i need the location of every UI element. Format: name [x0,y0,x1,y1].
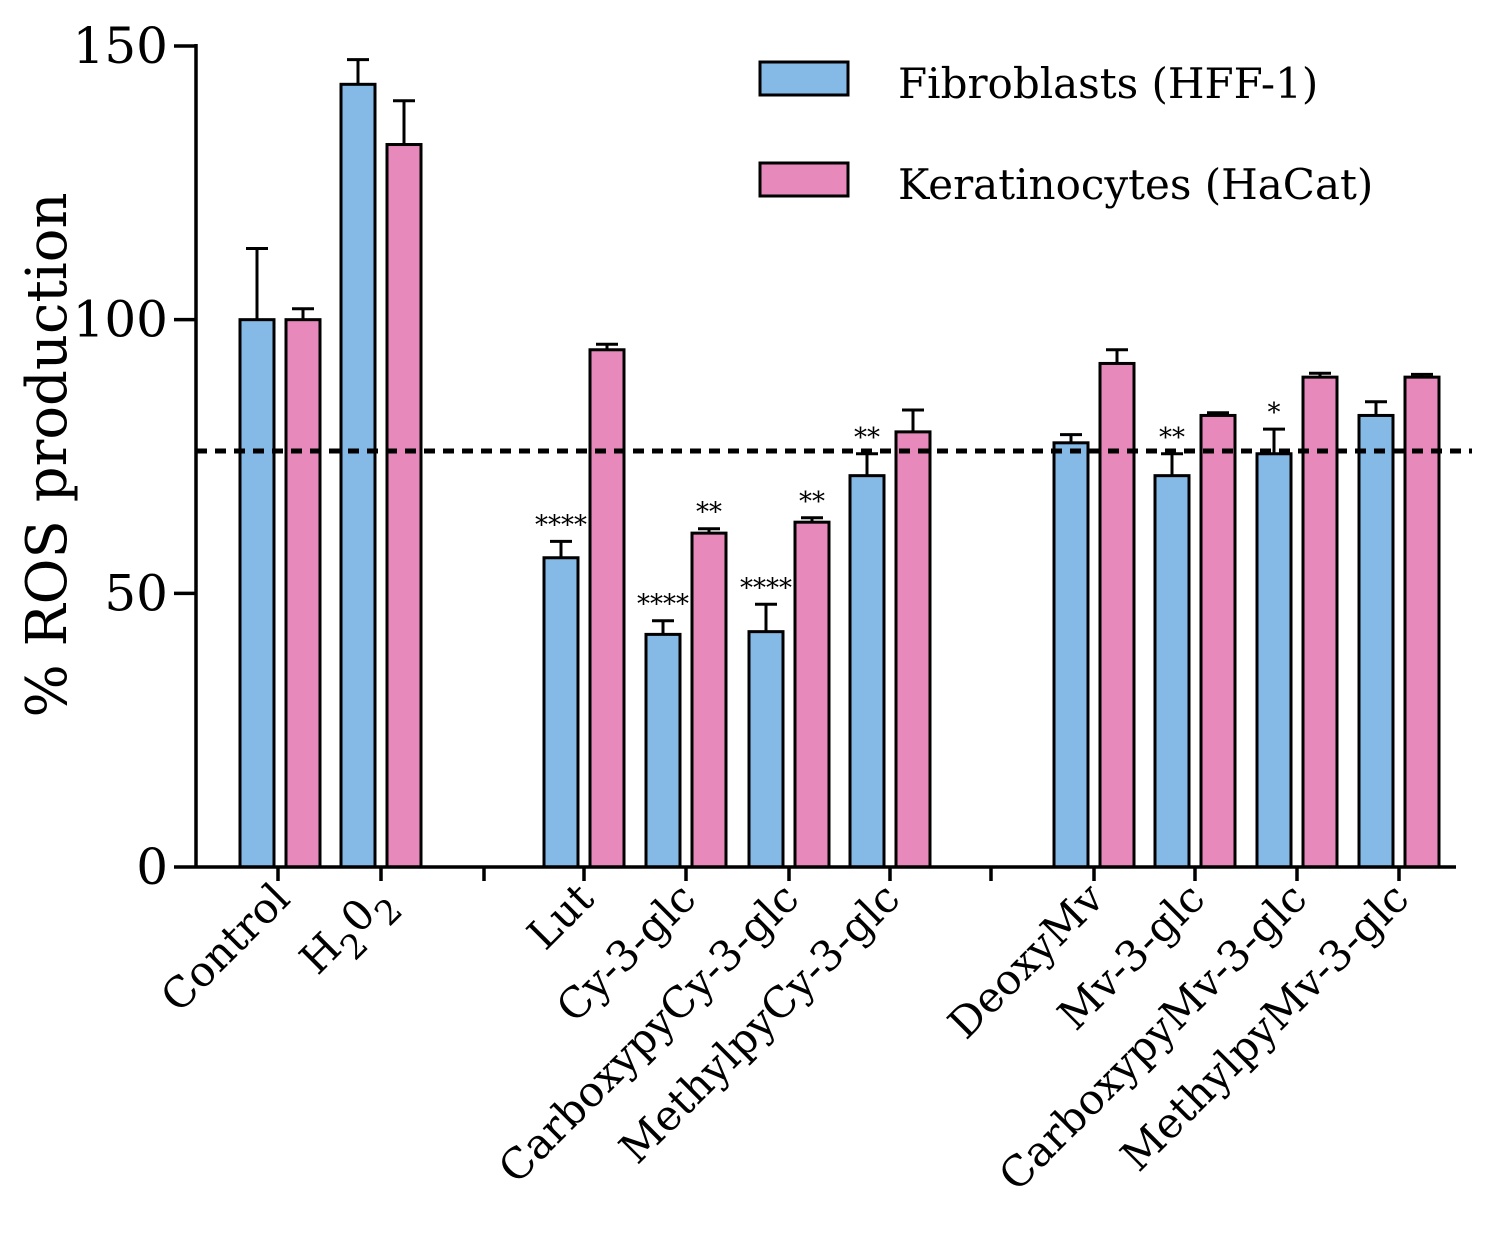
significance-fibroblasts-8: * [1268,398,1281,428]
bar-fibroblasts-1 [339,82,377,869]
bar-fibroblasts-6 [1052,441,1090,869]
legend-swatch-keratinocytes [758,161,850,198]
y-tick-label-150: 150 [73,17,168,75]
bar-fibroblasts-9 [1357,413,1395,869]
y-axis-title: % ROS production [15,192,80,717]
bar-fibroblasts-5 [848,474,886,869]
category-label-2: Lut [518,873,604,959]
bar-keratinocytes-9 [1403,375,1441,869]
category-label-1: H202 [290,873,411,994]
bar-keratinocytes-6 [1098,361,1136,869]
bar-keratinocytes-1 [385,143,423,869]
bar-fibroblasts-7 [1153,474,1191,869]
bar-fibroblasts-2 [542,556,580,869]
bar-keratinocytes-4 [793,520,831,869]
bar-fibroblasts-0 [238,318,276,869]
bar-fibroblasts-8 [1255,452,1293,869]
legend-swatch-fibroblasts [758,60,850,97]
bar-fibroblasts-4 [747,630,785,869]
bar-keratinocytes-2 [588,348,626,869]
bar-fibroblasts-3 [644,632,682,869]
significance-fibroblasts-7: ** [1159,423,1185,453]
legend-label-keratinocytes: Keratinocytes (HaCat) [898,160,1373,209]
significance-fibroblasts-3: **** [637,590,689,620]
significance-keratinocytes-4: ** [799,487,825,517]
significance-fibroblasts-2: **** [535,510,587,540]
bar-keratinocytes-7 [1199,413,1237,869]
bar-keratinocytes-0 [284,318,322,869]
significance-fibroblasts-4: **** [740,573,792,603]
legend: Fibroblasts (HFF-1) Keratinocytes (HaCat… [758,59,1373,209]
significance-fibroblasts-5: ** [854,423,880,453]
significance-keratinocytes-3: ** [696,498,722,528]
y-tick-label-100: 100 [73,291,168,349]
legend-label-fibroblasts: Fibroblasts (HFF-1) [898,59,1318,108]
bar-keratinocytes-5 [894,430,932,869]
y-tick-label-0: 0 [136,838,168,896]
bar-keratinocytes-3 [690,531,728,869]
y-tick-label-50: 50 [104,564,168,622]
category-label-0: Control [151,873,299,1021]
